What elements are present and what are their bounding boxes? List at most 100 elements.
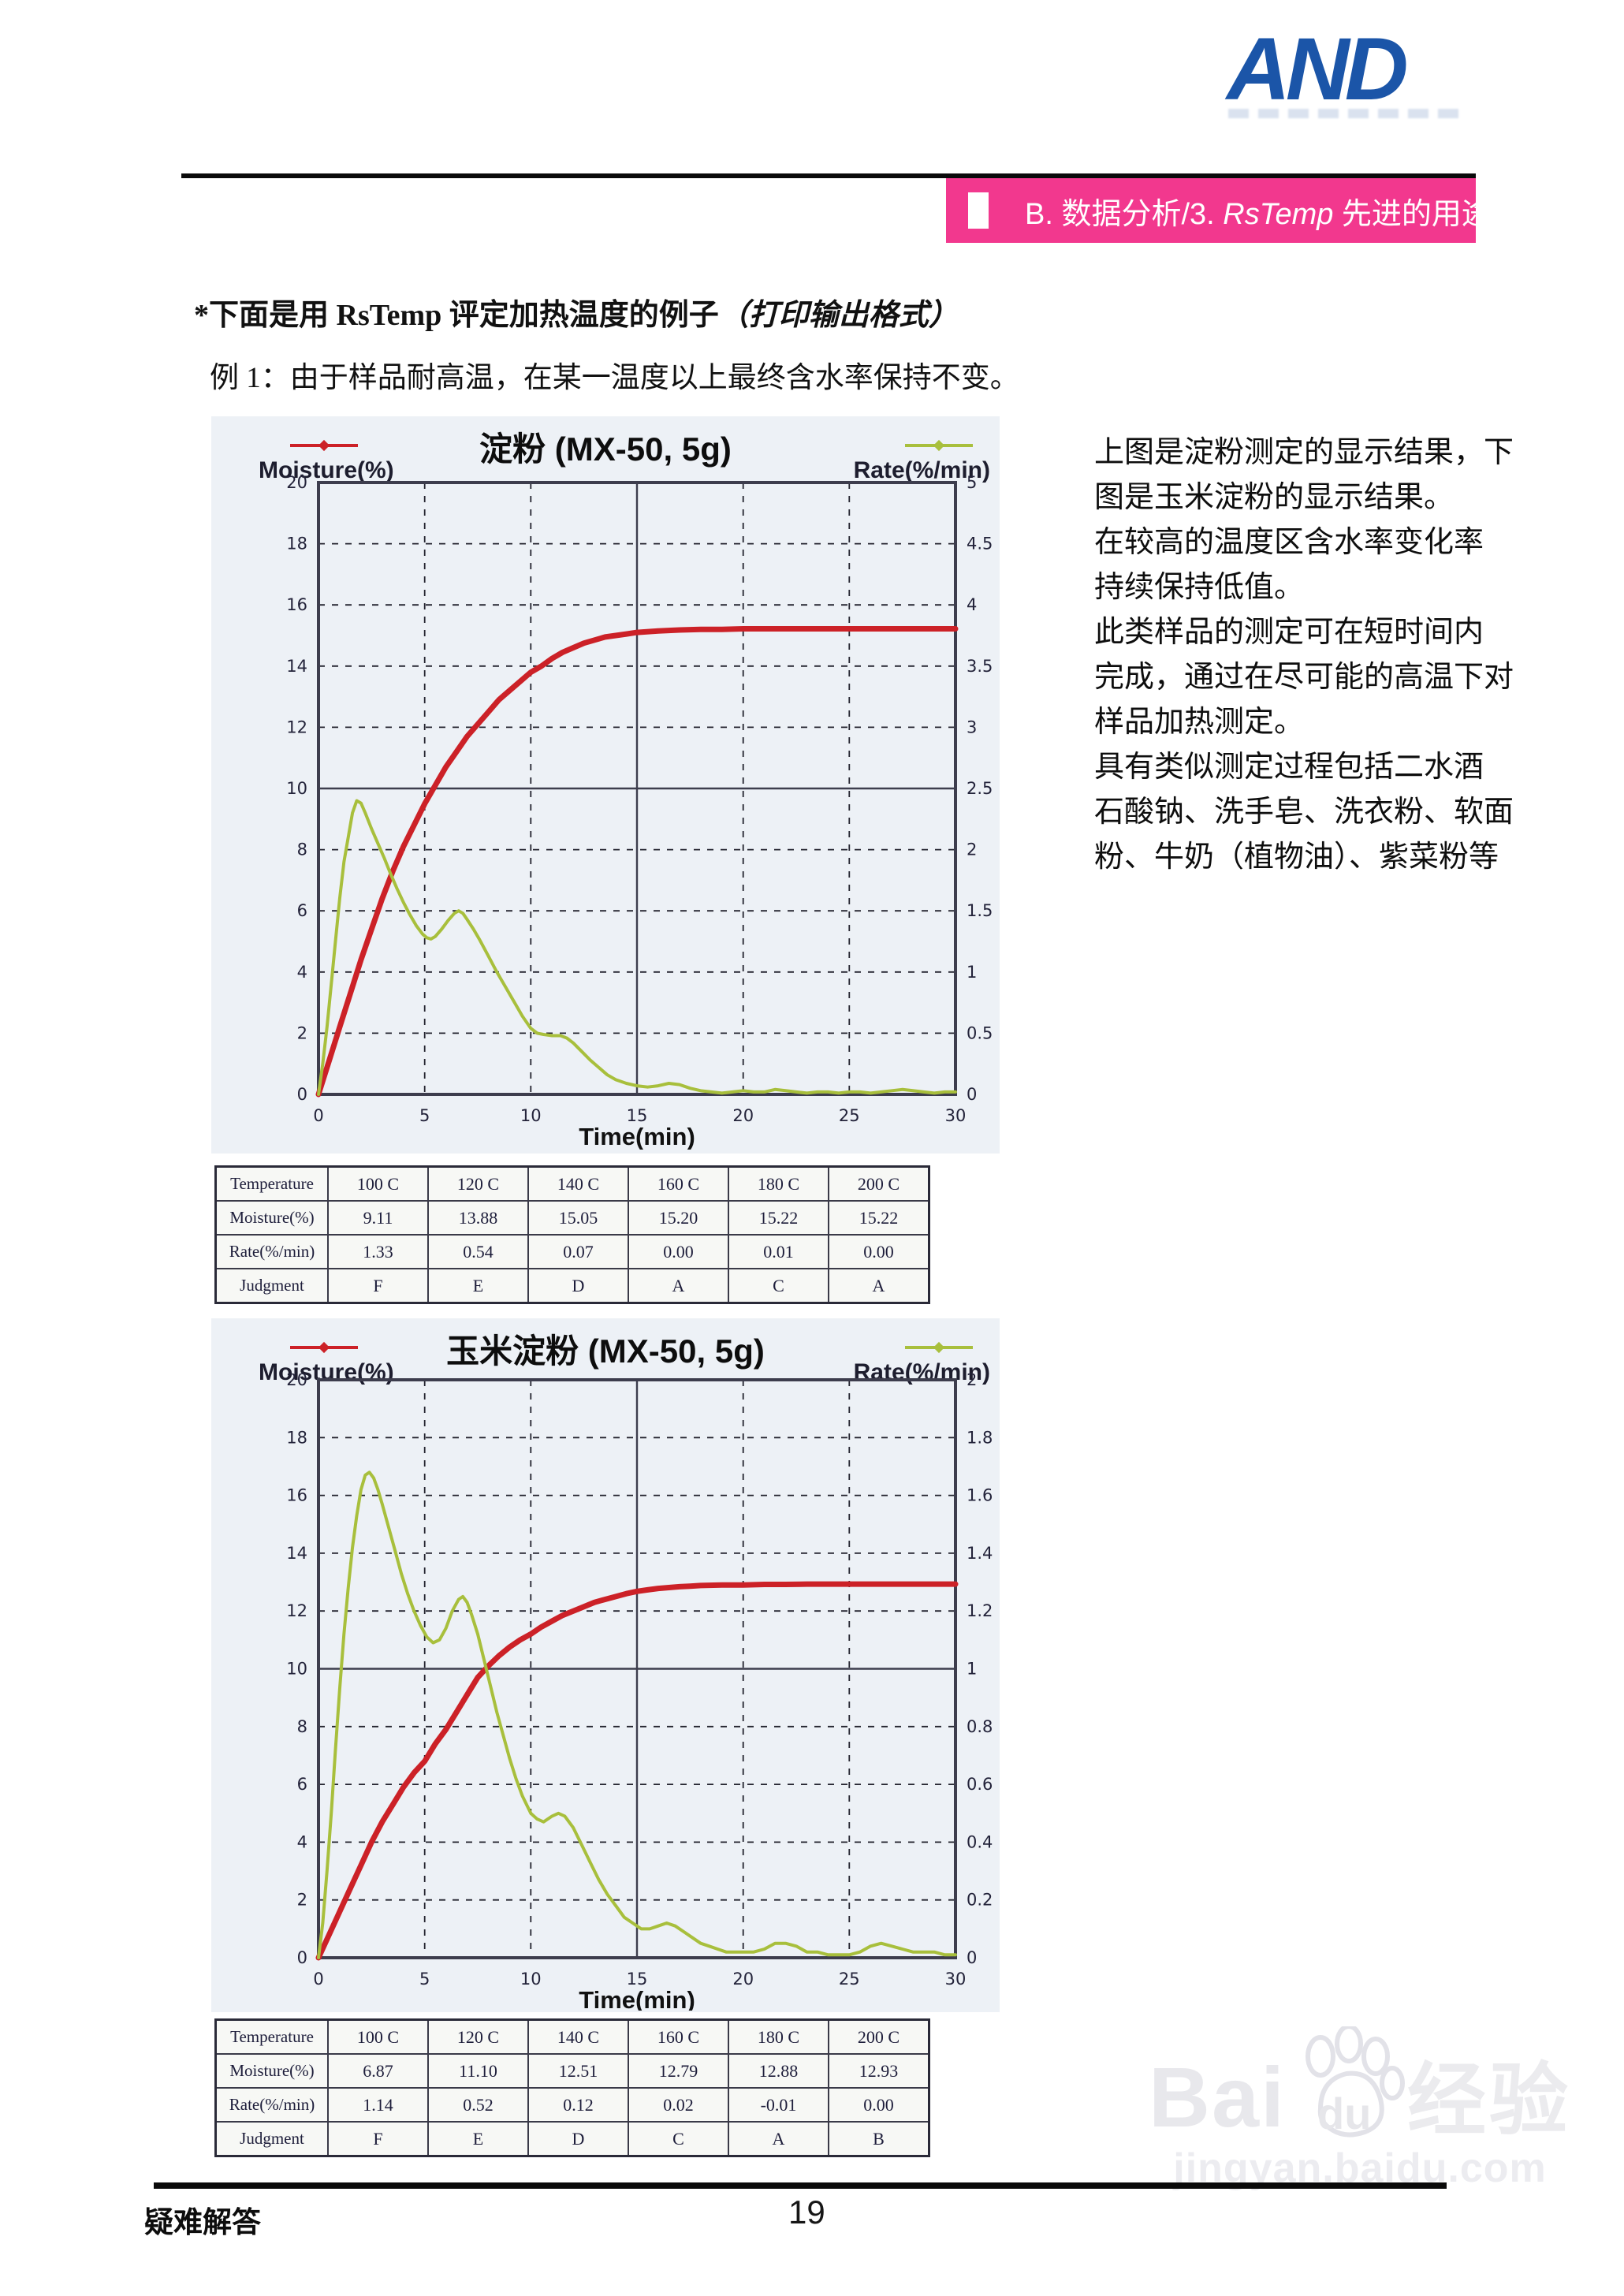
- row-label-cell: Judgment: [214, 2121, 329, 2157]
- svg-text:0.4: 0.4: [967, 1832, 993, 1851]
- svg-text:20: 20: [732, 1106, 754, 1125]
- value-cell: 1.14: [327, 2087, 429, 2123]
- value-cell: 0.52: [427, 2087, 529, 2123]
- table-row: Temperature 100 C 120 C 140 C 160 C 180 C 200 …: [214, 1165, 930, 1202]
- value-cell: C: [728, 1268, 829, 1304]
- value-cell: 140 C: [527, 1165, 629, 1202]
- intro-main: *下面是用 RsTemp 评定加热温度的例子: [194, 299, 719, 332]
- value-cell: 12.93: [828, 2053, 930, 2089]
- page-number: 19: [788, 2194, 825, 2231]
- side-commentary: 上图是淀粉测定的显示结果，下 图是玉米淀粉的显示结果。 在较高的温度区含水率变化…: [1094, 436, 1514, 874]
- watermark-bai-text: Bai: [1148, 2049, 1287, 2145]
- value-cell: F: [327, 1268, 429, 1304]
- svg-text:10: 10: [520, 1970, 542, 1988]
- left-axis-label: Moisture(%): [259, 457, 394, 483]
- svg-text:16: 16: [286, 1486, 307, 1505]
- svg-text:12: 12: [286, 718, 307, 736]
- svg-text:0.8: 0.8: [967, 1717, 993, 1736]
- svg-text:0: 0: [313, 1106, 323, 1125]
- svg-text:14: 14: [286, 1544, 307, 1563]
- value-cell: A: [728, 2121, 829, 2157]
- value-cell: 100 C: [327, 1165, 429, 1202]
- paw-graphic: [1306, 2024, 1406, 2138]
- value-cell: 1.33: [327, 1234, 429, 1269]
- row-label-cell: Temperature: [214, 2018, 329, 2055]
- value-cell: D: [527, 1268, 629, 1304]
- svg-text:30: 30: [945, 1970, 967, 1988]
- svg-text:2: 2: [967, 840, 977, 859]
- chart-title: 淀粉 (MX-50, 5g): [479, 430, 732, 468]
- value-cell: 12.88: [728, 2053, 829, 2089]
- and-logo-graphic: AND: [1224, 24, 1411, 118]
- value-cell: A: [628, 1268, 729, 1304]
- cornstarch-chart-panel: 玉米淀粉 (MX-50, 5g) Moisture(%) Rate(%/min)…: [211, 1318, 1000, 2012]
- footer-section-title: 疑难解答: [144, 2206, 261, 2238]
- intro-paren: （打印输出格式）: [718, 299, 959, 332]
- svg-text:1.4: 1.4: [967, 1544, 993, 1563]
- value-cell: 0.02: [628, 2087, 729, 2123]
- svg-text:1.2: 1.2: [967, 1601, 993, 1620]
- baidu-watermark-brand: Bai du 经验: [1127, 2024, 1592, 2145]
- svg-text:16: 16: [286, 595, 307, 614]
- table-row: Moisture(%) 6.87 11.10 12.51 12.79 12.88 12.93: [214, 2053, 930, 2089]
- logo-text: AND: [1224, 24, 1406, 118]
- svg-text:4: 4: [297, 1832, 307, 1851]
- row-label-cell: Rate(%/min): [214, 2087, 329, 2123]
- svg-text:2.5: 2.5: [967, 779, 993, 798]
- table-row: Judgment F E D C A B: [214, 2121, 930, 2157]
- intro-line: *下面是用 RsTemp 评定加热温度的例子（打印输出格式）: [194, 290, 959, 334]
- svg-text:1.6: 1.6: [967, 1486, 993, 1505]
- value-cell: 180 C: [728, 2018, 829, 2055]
- value-cell: 160 C: [628, 1165, 729, 1202]
- row-label-cell: Temperature: [214, 1165, 329, 1202]
- table-row: Moisture(%) 9.11 13.88 15.05 15.20 15.22 15.22: [214, 1200, 930, 1236]
- value-cell: 11.10: [427, 2053, 529, 2089]
- header-bullet-icon: [968, 192, 989, 229]
- value-cell: D: [527, 2121, 629, 2157]
- starch-chart-panel: 淀粉 (MX-50, 5g) Moisture(%) Rate(%/min) 0…: [211, 416, 1000, 1154]
- value-cell: 0.07: [527, 1234, 629, 1269]
- baidu-watermark: Bai du 经验 jingyan.baidu.com: [1127, 2024, 1592, 2192]
- logo-tagline-smudge: [1228, 109, 1465, 118]
- svg-text:5: 5: [967, 473, 977, 492]
- svg-text:18: 18: [286, 1428, 307, 1447]
- header-prefix: B. 数据分析/3.: [1025, 197, 1224, 231]
- svg-text:1.8: 1.8: [967, 1428, 993, 1447]
- table-row: Judgment F E D A C A: [214, 1268, 930, 1304]
- value-cell: 0.00: [828, 1234, 930, 1269]
- legend-marker: [318, 439, 330, 452]
- starch-result-table: Temperature 100 C 120 C 140 C 160 C 180 C 200 …: [214, 1165, 930, 1304]
- value-cell: 12.51: [527, 2053, 629, 2089]
- watermark-du-text: du: [1317, 2089, 1372, 2138]
- moisture-legend-icon: [290, 439, 358, 452]
- value-cell: 160 C: [628, 2018, 729, 2055]
- section-header-bar: B. 数据分析/3. RsTemp 先进的用途: [946, 178, 1492, 243]
- svg-text:4: 4: [967, 595, 977, 614]
- svg-text:30: 30: [945, 1106, 967, 1125]
- svg-text:10: 10: [286, 779, 307, 798]
- value-cell: 140 C: [527, 2018, 629, 2055]
- table-row: Temperature 100 C 120 C 140 C 160 C 180 C 200 …: [214, 2018, 930, 2055]
- value-cell: 15.22: [728, 1200, 829, 1236]
- svg-text:1: 1: [967, 1660, 977, 1679]
- row-label-cell: Judgment: [214, 1268, 329, 1304]
- baidu-paw-icon: du: [1287, 2024, 1406, 2145]
- value-cell: E: [427, 2121, 529, 2157]
- value-cell: C: [628, 2121, 729, 2157]
- header-suffix: 先进的用途: [1333, 197, 1492, 231]
- svg-text:0.6: 0.6: [967, 1775, 993, 1794]
- legend-marker: [318, 1341, 330, 1354]
- section-header-title: B. 数据分析/3. RsTemp 先进的用途: [1025, 189, 1492, 233]
- row-label-cell: Moisture(%): [214, 2053, 329, 2089]
- value-cell: 15.22: [828, 1200, 930, 1236]
- value-cell: 0.12: [527, 2087, 629, 2123]
- value-cell: 100 C: [327, 2018, 429, 2055]
- svg-text:20: 20: [286, 1374, 307, 1389]
- svg-text:0: 0: [967, 1948, 977, 1967]
- svg-text:0.5: 0.5: [967, 1023, 993, 1042]
- value-cell: 120 C: [427, 2018, 529, 2055]
- chart-title: 玉米淀粉 (MX-50, 5g): [446, 1332, 765, 1370]
- value-cell: 9.11: [327, 1200, 429, 1236]
- value-cell: E: [427, 1268, 529, 1304]
